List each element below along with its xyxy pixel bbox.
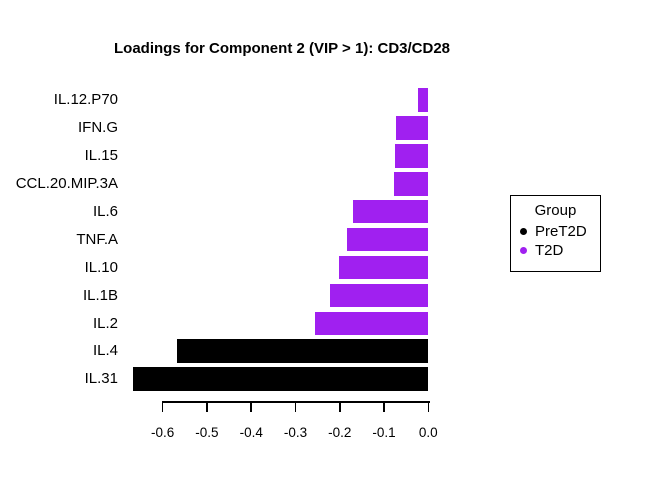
legend-items: PreT2D T2D	[511, 222, 600, 260]
category-label: IL.1B	[82, 286, 118, 304]
category-label: IL.4	[92, 342, 118, 360]
bar	[395, 144, 429, 168]
x-tick	[206, 401, 208, 412]
x-tick-label: -0.2	[328, 425, 352, 440]
x-tick	[339, 401, 341, 412]
legend-box: Group PreT2D T2D	[510, 195, 601, 272]
x-tick-label: -0.1	[372, 425, 396, 440]
category-label: IL.15	[84, 147, 118, 165]
bar	[338, 255, 429, 280]
x-tick-label: -0.6	[151, 425, 175, 440]
legend-dot-icon	[520, 228, 527, 235]
category-label: IL.12.P70	[53, 91, 118, 109]
chart-title: Loadings for Component 2 (VIP > 1): CD3/…	[113, 40, 451, 57]
bar	[417, 88, 429, 112]
x-tick	[427, 401, 430, 412]
legend-item-label: T2D	[535, 242, 564, 259]
category-label: IL.31	[84, 370, 118, 388]
category-label: IL.10	[84, 258, 118, 276]
bar	[315, 311, 429, 335]
bar	[396, 116, 429, 140]
category-label: IL.6	[92, 202, 118, 220]
bar	[393, 172, 429, 196]
x-tick	[250, 401, 252, 412]
bar	[176, 339, 429, 363]
bar	[353, 199, 429, 224]
legend-title: Group	[534, 202, 577, 219]
x-tick	[161, 401, 164, 412]
legend-dot-icon	[520, 247, 527, 254]
legend-item: PreT2D	[511, 222, 600, 241]
bar	[133, 367, 429, 391]
x-tick	[383, 401, 385, 412]
x-tick-label: -0.3	[283, 425, 308, 440]
legend-item-label: PreT2D	[535, 223, 587, 240]
x-tick-label: -0.5	[195, 425, 219, 440]
x-tick-label: -0.4	[239, 425, 263, 440]
x-tick	[294, 401, 297, 412]
legend-item: T2D	[511, 241, 600, 260]
category-label: TNF.A	[76, 230, 118, 248]
bar	[330, 283, 429, 308]
x-tick-label: 0.0	[418, 425, 438, 440]
category-label: IL.2	[92, 314, 118, 332]
category-label: IFN.G	[78, 119, 118, 137]
bar	[346, 227, 429, 252]
category-label: CCL.20.MIP.3A	[15, 175, 118, 192]
